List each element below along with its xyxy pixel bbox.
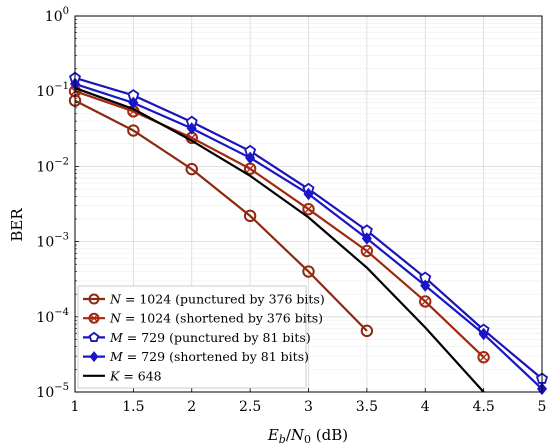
data-point xyxy=(186,122,197,135)
data-point xyxy=(302,202,315,216)
legend-text: = 1024 (shortened by 376 bits) xyxy=(121,311,323,326)
legend-marker xyxy=(88,312,100,324)
data-point xyxy=(478,327,489,341)
x-tick-label: 1.5 xyxy=(122,399,144,415)
x-tick-label: 2.5 xyxy=(239,399,261,415)
y-tick-label: 100 xyxy=(45,6,69,25)
data-point xyxy=(303,187,314,201)
x-tick-label: 1 xyxy=(71,399,80,415)
y-axis-label: BER xyxy=(8,208,26,242)
y-tick-exponent: −1 xyxy=(54,81,69,92)
legend-marker-cross xyxy=(90,314,98,322)
legend-box xyxy=(77,285,307,389)
data-point-cross xyxy=(362,246,371,256)
x-axis-label-n: N xyxy=(290,426,305,444)
legend-entry: M = 729 (punctured by 81 bits) xyxy=(83,330,311,345)
data-point-cross xyxy=(246,164,255,173)
data-point xyxy=(360,324,374,338)
data-point xyxy=(419,295,432,308)
legend-marker xyxy=(88,331,100,342)
y-tick-base: 10 xyxy=(36,84,54,100)
y-tick-exponent: 0 xyxy=(63,6,69,17)
legend-variable: K xyxy=(109,368,120,383)
series-0 xyxy=(68,94,374,338)
series-line xyxy=(74,87,485,393)
x-axis-label-b: b xyxy=(279,433,286,446)
legend-entry: M = 729 (shortened by 81 bits) xyxy=(83,349,309,364)
legend-marker xyxy=(88,293,100,305)
y-tick-exponent: −4 xyxy=(54,307,69,318)
y-tick-exponent: −2 xyxy=(54,156,69,167)
x-tick-label: 4 xyxy=(421,399,430,415)
x-tick-label: 3 xyxy=(304,399,313,415)
y-tick-base: 10 xyxy=(36,310,54,326)
legend-text: = 1024 (punctured by 376 bits) xyxy=(121,292,325,307)
data-point-cross xyxy=(421,297,430,306)
x-axis-label-e: E xyxy=(267,426,279,444)
data-point xyxy=(477,351,490,364)
x-tick-label: 5 xyxy=(538,399,547,415)
x-tick-label: 4.5 xyxy=(472,399,494,415)
y-tick-label: 10−1 xyxy=(36,81,69,100)
data-point-cross xyxy=(304,205,313,214)
legend-label: N = 1024 (shortened by 376 bits) xyxy=(109,311,323,326)
legend-text: = 648 xyxy=(119,368,161,383)
series-line xyxy=(74,99,368,332)
legend-entry: N = 1024 (punctured by 376 bits) xyxy=(83,292,325,307)
legend-variable: M xyxy=(109,330,124,345)
data-point xyxy=(360,244,374,258)
legend: N = 1024 (punctured by 376 bits)N = 1024… xyxy=(77,285,325,389)
y-tick-label: 10−5 xyxy=(36,382,69,401)
legend-text: = 729 (punctured by 81 bits) xyxy=(123,330,311,345)
legend-entry: K = 648 xyxy=(83,368,162,383)
y-tick-label: 10−2 xyxy=(36,156,69,175)
x-axis-label-sep: / xyxy=(286,426,292,444)
data-point-cross xyxy=(479,353,488,362)
data-point xyxy=(243,209,257,223)
legend-label: K = 648 xyxy=(109,368,162,383)
legend-label: M = 729 (punctured by 81 bits) xyxy=(109,330,311,345)
legend-variable: N xyxy=(109,292,122,307)
series-line xyxy=(74,90,485,359)
x-tick-label: 3.5 xyxy=(356,399,378,415)
data-point xyxy=(127,124,140,137)
legend-marker xyxy=(89,351,99,363)
x-tick-label: 2 xyxy=(187,399,196,415)
y-tick-base: 10 xyxy=(36,235,54,251)
x-axis-label: Eb/N0 (dB) xyxy=(267,426,348,446)
y-tick-exponent: −5 xyxy=(54,382,69,393)
y-tick-base: 10 xyxy=(45,9,63,25)
legend-label: M = 729 (shortened by 81 bits) xyxy=(109,349,309,364)
series-layer xyxy=(68,71,549,396)
y-tick-label: 10−3 xyxy=(36,232,69,251)
y-tick-exponent: −3 xyxy=(54,232,69,243)
legend-variable: M xyxy=(109,349,124,364)
y-tick-base: 10 xyxy=(36,385,54,401)
legend-label: N = 1024 (punctured by 376 bits) xyxy=(109,292,325,307)
series-4 xyxy=(74,87,485,393)
data-point xyxy=(361,232,372,245)
x-axis-label-zero: 0 xyxy=(304,433,311,446)
data-point xyxy=(185,162,198,176)
data-point xyxy=(302,265,315,278)
legend-variable: N xyxy=(109,311,122,326)
legend-entry: N = 1024 (shortened by 376 bits) xyxy=(83,311,323,326)
y-tick-label: 10−4 xyxy=(36,307,69,326)
legend-text: = 729 (shortened by 81 bits) xyxy=(123,349,309,364)
data-point xyxy=(245,151,256,165)
data-point xyxy=(420,279,431,292)
x-axis-label-unit: (dB) xyxy=(311,426,348,444)
y-tick-base: 10 xyxy=(36,159,54,175)
